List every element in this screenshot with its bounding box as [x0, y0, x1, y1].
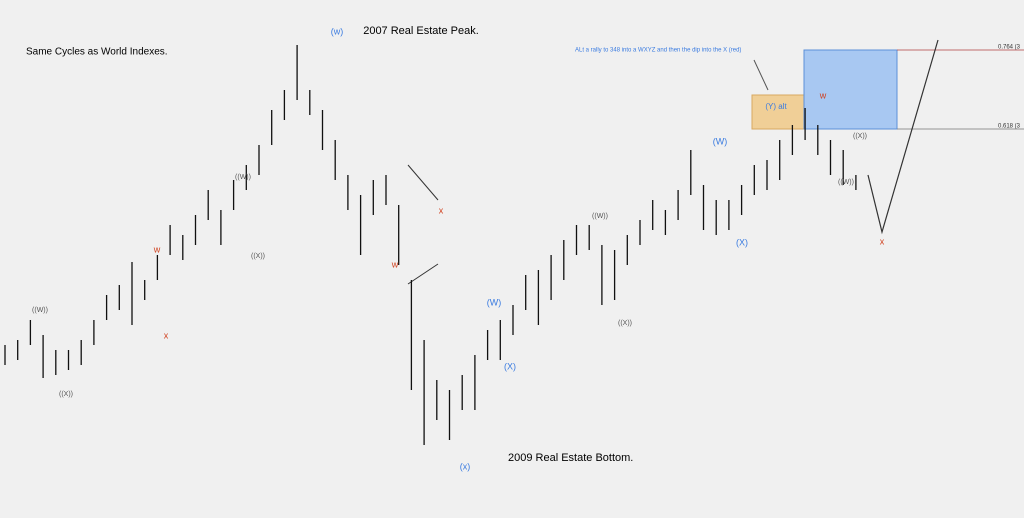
fib-label: 0.618 (3 — [998, 124, 1021, 130]
wave-label: w — [819, 90, 827, 100]
wave-label: (W) — [487, 297, 502, 307]
wave-label: ((W)) — [32, 307, 48, 314]
trend-line — [407, 164, 439, 201]
wave-label: x — [164, 330, 169, 340]
wave-label: ((W)) — [235, 174, 251, 181]
wave-label: (X) — [504, 361, 516, 371]
chart-subtitle: Same Cycles as World Indexes. — [26, 47, 168, 58]
wave-label: (x) — [460, 461, 471, 471]
chart-title: 2007 Real Estate Peak. — [363, 25, 479, 37]
wave-label: ((W)) — [592, 213, 608, 220]
wave-label: x — [880, 236, 885, 246]
y-alt-box — [751, 94, 805, 130]
wave-label: (w) — [331, 26, 344, 36]
annotation: ALt a rally to 348 into a WXYZ and then … — [575, 48, 741, 54]
target-box — [803, 49, 898, 130]
wave-label: ((X)) — [59, 391, 73, 398]
wave-label: ((X)) — [251, 253, 265, 260]
wave-label: (X) — [736, 237, 748, 247]
wave-label: (W) — [713, 136, 728, 146]
wave-label: ((X)) — [853, 133, 867, 140]
wave-label: x — [439, 205, 444, 215]
fib-label: 0.764 (3 — [998, 45, 1021, 51]
wave-label: w — [153, 244, 161, 254]
annotation: (Y) alt — [765, 102, 787, 111]
wave-label: ((W)) — [838, 179, 854, 186]
projection-path — [867, 39, 939, 235]
annotation: 2009 Real Estate Bottom. — [508, 452, 633, 464]
trend-line — [407, 263, 439, 285]
wave-label: w — [391, 259, 399, 269]
wave-label: ((X)) — [618, 320, 632, 327]
note-pointer — [753, 59, 769, 91]
